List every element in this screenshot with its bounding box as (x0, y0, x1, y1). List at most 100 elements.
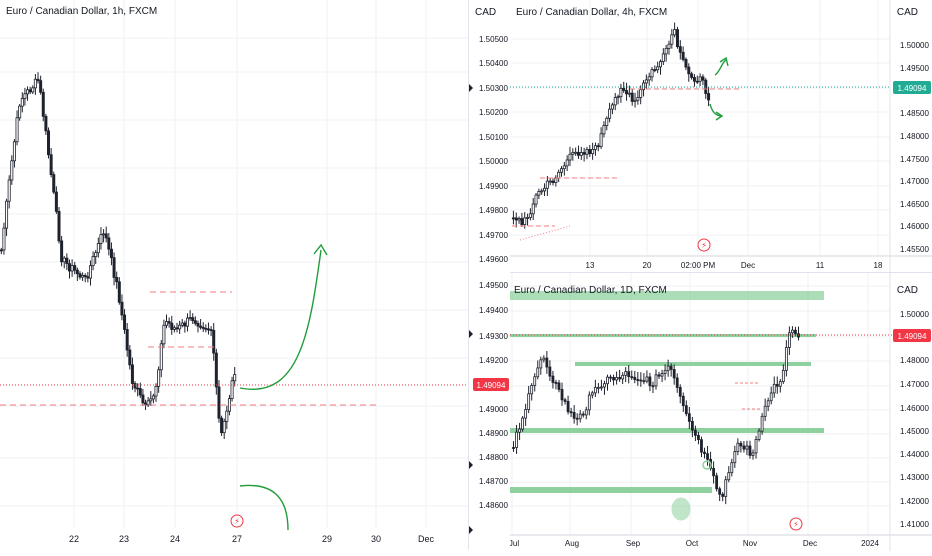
y-tick-label-4h-left: 1.49700 (479, 231, 508, 240)
h4-candle (571, 151, 575, 155)
price-tag-1d (893, 329, 931, 342)
d1-candle (751, 452, 755, 456)
d1-candle (727, 472, 731, 481)
h1-candle (191, 317, 195, 322)
h4-candle (653, 69, 657, 72)
d1-candle (560, 389, 564, 401)
d1-candle (700, 439, 703, 453)
x-tick-label: 11 (816, 261, 825, 270)
d1-candle (557, 382, 561, 390)
h4-candle (642, 82, 646, 91)
currency-label-top: CAD (475, 7, 497, 18)
h1-candle (104, 233, 108, 239)
zone-2 (575, 362, 811, 366)
d1-candle (512, 447, 515, 449)
chart-1h-background (0, 0, 468, 550)
candles-1d (512, 326, 800, 505)
h4-candle (531, 203, 535, 215)
h4-candle (557, 171, 561, 179)
x-tick-label: 24 (170, 534, 180, 544)
d1-candle (778, 381, 782, 387)
h1-candle (67, 263, 71, 272)
h1-candle (60, 240, 64, 263)
y-tick-label-4h: 1.48500 (900, 109, 929, 118)
axis-marker (469, 84, 473, 92)
h1-candle (214, 352, 218, 388)
h1-candle (172, 327, 176, 330)
h4-candle (610, 104, 614, 110)
h4-candle (667, 43, 671, 49)
h1-candle (222, 420, 226, 434)
d1-candle (584, 409, 588, 416)
panel-4h[interactable]: ⚡ 13 20 02:00 PM Dec 11 18 1.50000 1.49500 1.49… (510, 0, 932, 272)
d1-candle (736, 442, 740, 452)
d1-candle (651, 385, 655, 388)
h1-candle (185, 317, 189, 327)
h1-candle (120, 301, 124, 316)
x-tick-label: 29 (322, 534, 332, 544)
x-tick-label: Dec (418, 534, 435, 544)
y-tick-label-1d-left: 1.49300 (479, 332, 508, 341)
h1-candle (230, 380, 234, 399)
h1-candle (47, 130, 51, 156)
y-tick-label-4h-left: 1.50200 (479, 108, 508, 117)
y-tick-label-4h-left: 1.50500 (479, 35, 508, 44)
chart-1h[interactable]: ⚡ 22 23 24 27 29 30 Dec (0, 0, 468, 550)
d1-candle (578, 413, 582, 420)
h1-candle (109, 248, 113, 259)
d1-candle (748, 445, 752, 456)
h1-candle (28, 89, 32, 93)
h4-candle (616, 96, 620, 99)
x-tick-label: 30 (371, 534, 381, 544)
x-tick-label: 27 (232, 534, 242, 544)
d1-candle (733, 451, 737, 464)
h4-candle (675, 29, 679, 48)
d1-candle (581, 413, 585, 416)
d1-candle (590, 392, 594, 396)
chart-4h[interactable]: ⚡ 13 20 02:00 PM Dec 11 18 1.50000 1.49500 1.49… (510, 0, 932, 272)
d1-candle (587, 394, 591, 411)
h1-candle (78, 273, 82, 278)
y-tick-label-4h: 1.49500 (900, 64, 929, 73)
y-tick-label-1d-left: 1.49400 (479, 306, 508, 315)
h4-candle (526, 217, 530, 219)
y-tick-label-1d-left: 1.48700 (479, 477, 508, 486)
arrow-up-path (239, 249, 322, 391)
h1-candle (130, 364, 134, 384)
d1-candle (784, 347, 788, 371)
h4-candle (695, 80, 699, 83)
center-price-axis[interactable]: 1.50500 1.50400 1.50300 1.50200 1.50100 1.500… (468, 0, 511, 550)
lightning-icon (789, 517, 803, 531)
h4-candle (673, 29, 677, 36)
d1-candle (633, 376, 637, 380)
price-tag-4h-text: 1.49094 (898, 84, 927, 93)
h4-candle (605, 117, 609, 126)
h1-candle (44, 115, 48, 132)
d1-candle (615, 377, 618, 381)
arrow-up-head-4h (719, 56, 729, 67)
d1-candle (684, 405, 688, 415)
h1-candle (125, 329, 129, 351)
highlight-small-circle (702, 460, 712, 470)
x-axis-4h: 13 20 02:00 PM Dec 11 18 (586, 261, 883, 270)
chart-1d-background (510, 273, 932, 551)
h1-candle (188, 317, 192, 319)
h1-candle (225, 410, 229, 422)
d1-candle (627, 371, 631, 378)
panel-1h[interactable]: ⚡ 22 23 24 27 29 30 Dec Euro / Canadian Dollar… (0, 0, 468, 550)
d1-candle (690, 420, 694, 431)
h1-candle (196, 322, 200, 327)
axis-marker (469, 330, 473, 338)
h1-candle (99, 234, 103, 244)
d1-candle (675, 377, 679, 388)
h4-candle (582, 152, 586, 155)
h4-candle (537, 190, 541, 196)
arrow-down-path (239, 484, 289, 531)
h1-candle (212, 329, 216, 354)
h1-candle (201, 326, 205, 329)
d1-candle (666, 365, 670, 372)
y-tick-label-1d: 1.42000 (900, 497, 929, 506)
h4-candle (664, 47, 668, 55)
